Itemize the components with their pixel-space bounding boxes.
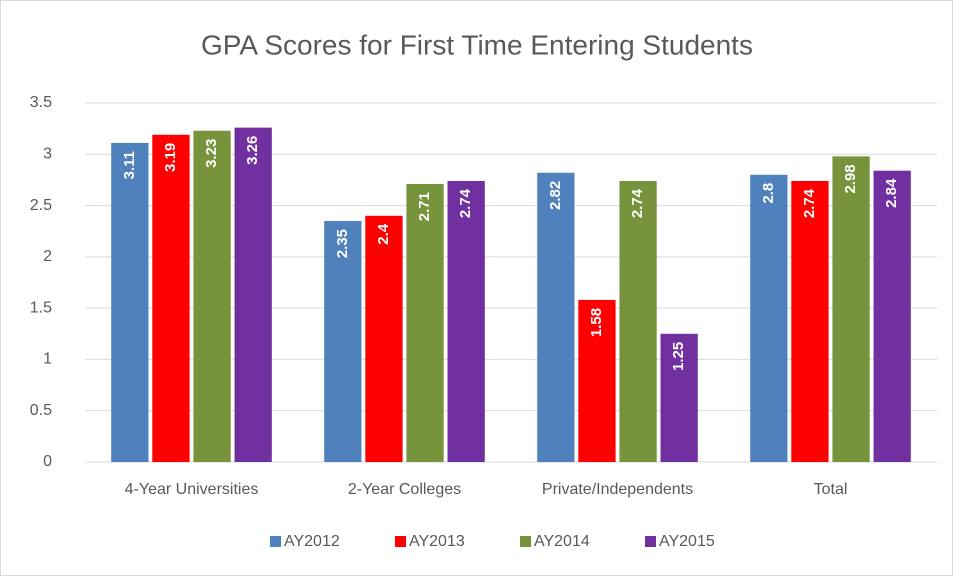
value-label: 2.8 xyxy=(760,183,777,204)
value-label: 2.35 xyxy=(334,229,351,258)
bar xyxy=(365,215,403,462)
y-tick-label: 2.5 xyxy=(30,197,52,214)
bar xyxy=(660,333,698,462)
legend-swatch xyxy=(645,536,656,547)
y-tick-label: 1.5 xyxy=(30,299,52,316)
legend-label: AY2013 xyxy=(409,533,465,550)
value-label: 1.25 xyxy=(670,342,687,371)
value-label: 2.4 xyxy=(375,223,392,245)
legend-swatch xyxy=(395,536,406,547)
bar xyxy=(791,180,829,462)
bar xyxy=(750,174,788,463)
value-label: 2.98 xyxy=(842,164,859,193)
value-label: 1.58 xyxy=(588,308,605,337)
value-label: 2.71 xyxy=(416,192,433,221)
bar xyxy=(111,143,149,462)
value-label: 3.23 xyxy=(203,139,220,168)
y-tick-label: 3.5 xyxy=(30,94,52,111)
chart-title: GPA Scores for First Time Entering Stude… xyxy=(201,29,753,60)
bar xyxy=(447,180,485,462)
value-label: 3.11 xyxy=(121,151,138,179)
bar xyxy=(619,180,657,462)
y-tick-label: 3 xyxy=(43,146,52,163)
bar xyxy=(537,172,575,462)
value-label: 2.74 xyxy=(629,188,646,218)
bar xyxy=(406,184,444,462)
x-tick-label: Total xyxy=(814,481,848,498)
value-label: 3.26 xyxy=(244,136,261,165)
y-tick-label: 0 xyxy=(43,453,52,470)
bar xyxy=(152,134,190,462)
y-tick-label: 1 xyxy=(43,351,52,368)
legend-label: AY2014 xyxy=(534,533,590,550)
bar xyxy=(832,156,870,462)
x-tick-label: 2-Year Colleges xyxy=(348,481,461,498)
legend-label: AY2012 xyxy=(284,533,340,550)
y-tick-label: 0.5 xyxy=(30,402,52,419)
bar xyxy=(324,220,362,462)
value-label: 2.82 xyxy=(547,181,564,210)
x-tick-label: Private/Independents xyxy=(542,481,693,498)
value-label: 2.74 xyxy=(801,188,818,218)
x-tick-label: 4-Year Universities xyxy=(125,481,259,498)
value-label: 2.74 xyxy=(457,188,474,218)
value-label: 3.19 xyxy=(162,143,179,172)
y-tick-label: 2 xyxy=(43,248,52,265)
bar xyxy=(873,170,911,462)
legend-swatch xyxy=(520,536,531,547)
bar xyxy=(193,130,231,463)
legend-swatch xyxy=(270,536,281,547)
bar xyxy=(234,127,272,463)
value-label: 2.84 xyxy=(883,178,900,208)
bar xyxy=(578,299,616,462)
legend-label: AY2015 xyxy=(659,533,715,550)
